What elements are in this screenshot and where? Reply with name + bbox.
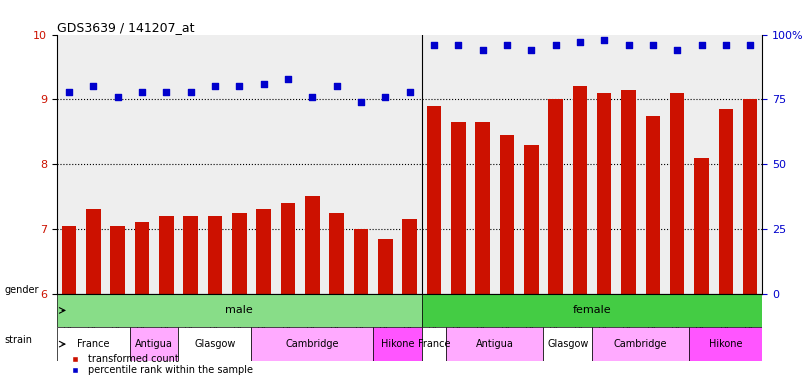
Text: gender: gender [4, 285, 39, 295]
Bar [422, 294, 762, 327]
Bar [743, 99, 757, 294]
Point [500, 42, 513, 48]
Text: Cambridge: Cambridge [614, 339, 667, 349]
Bar [427, 106, 441, 294]
Bar [208, 216, 222, 294]
Bar [646, 116, 660, 294]
Point [306, 94, 319, 100]
Bar [719, 109, 733, 294]
Bar [354, 229, 368, 294]
Bar [232, 213, 247, 294]
Bar [402, 219, 417, 294]
Text: male: male [225, 305, 253, 315]
Text: Hikone: Hikone [709, 339, 743, 349]
Text: Glasgow: Glasgow [547, 339, 589, 349]
Point [573, 39, 586, 45]
Bar [135, 222, 149, 294]
Bar [475, 122, 490, 294]
Bar [86, 209, 101, 294]
Text: France: France [77, 339, 109, 349]
Text: strain: strain [4, 335, 32, 345]
Bar [548, 99, 563, 294]
Bar [251, 327, 373, 361]
Text: GDS3639 / 141207_at: GDS3639 / 141207_at [57, 21, 195, 34]
Point [62, 88, 75, 94]
Bar [592, 327, 689, 361]
Bar [446, 327, 543, 361]
Text: Antigua: Antigua [476, 339, 513, 349]
Point [403, 88, 416, 94]
Point [354, 99, 367, 105]
Point [233, 83, 246, 89]
Text: Glasgow: Glasgow [194, 339, 236, 349]
Bar [159, 216, 174, 294]
Legend: transformed count, percentile rank within the sample: transformed count, percentile rank withi… [62, 350, 257, 379]
Point [695, 42, 708, 48]
Point [379, 94, 392, 100]
Text: female: female [573, 305, 611, 315]
Text: Cambridge: Cambridge [285, 339, 339, 349]
Bar [689, 327, 762, 361]
Bar [329, 213, 344, 294]
Bar [57, 294, 422, 327]
Point [452, 42, 465, 48]
Bar [543, 327, 592, 361]
Point [257, 81, 270, 87]
Point [622, 42, 635, 48]
Bar [378, 238, 393, 294]
Bar [178, 327, 251, 361]
Bar [57, 327, 130, 361]
Bar [62, 226, 76, 294]
Bar [597, 93, 611, 294]
Point [525, 47, 538, 53]
Bar [256, 209, 271, 294]
Point [281, 76, 294, 82]
Point [476, 47, 489, 53]
Bar [130, 327, 178, 361]
Point [598, 36, 611, 43]
Bar [373, 327, 422, 361]
Point [549, 42, 562, 48]
Point [135, 88, 148, 94]
Point [427, 42, 440, 48]
Point [111, 94, 124, 100]
Text: France: France [418, 339, 450, 349]
Bar [183, 216, 198, 294]
Text: Antigua: Antigua [135, 339, 173, 349]
Bar [500, 135, 514, 294]
Bar [524, 145, 539, 294]
Bar [422, 327, 446, 361]
Text: Hikone: Hikone [380, 339, 414, 349]
Bar [694, 157, 709, 294]
Point [719, 42, 732, 48]
Point [87, 83, 100, 89]
Point [671, 47, 684, 53]
Bar [305, 197, 320, 294]
Point [330, 83, 343, 89]
Point [160, 88, 173, 94]
Bar [451, 122, 466, 294]
Bar [573, 86, 587, 294]
Bar [110, 226, 125, 294]
Point [744, 42, 757, 48]
Bar [281, 203, 295, 294]
Bar [621, 89, 636, 294]
Point [184, 88, 197, 94]
Bar [670, 93, 684, 294]
Point [646, 42, 659, 48]
Point [208, 83, 221, 89]
